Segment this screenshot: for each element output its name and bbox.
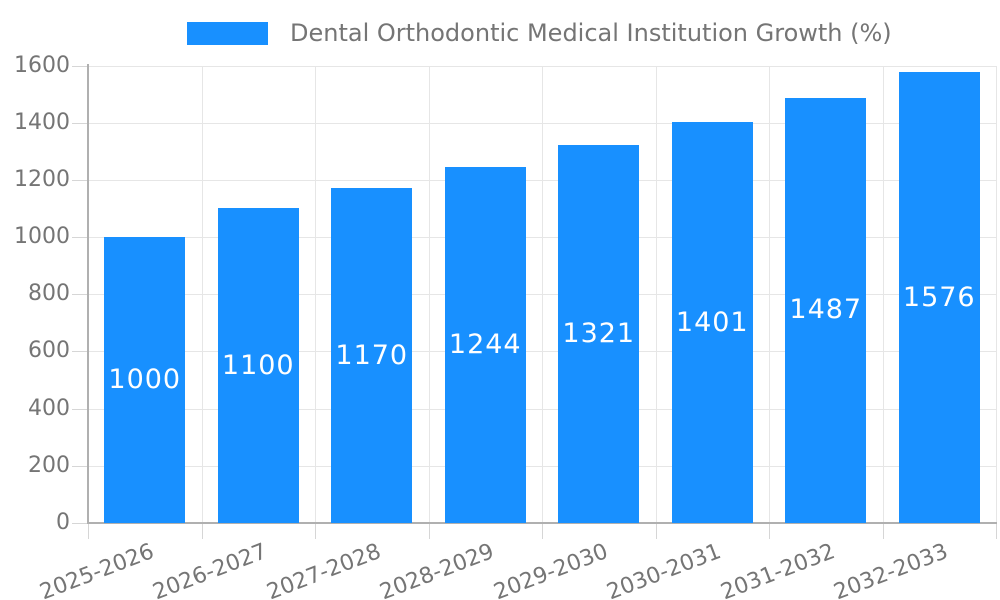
x-axis-tick [996, 523, 997, 539]
x-tick-label: 2027-2028 [263, 539, 385, 600]
y-axis-tick [72, 523, 88, 524]
x-axis-tick [88, 523, 89, 539]
x-axis-tick [201, 523, 203, 539]
bar-value-label: 1487 [789, 294, 863, 326]
y-axis-tick [72, 237, 88, 239]
y-tick-label: 0 [56, 510, 70, 535]
x-axis-tick [882, 523, 884, 539]
y-tick-label: 200 [28, 452, 70, 478]
v-gridline [428, 65, 430, 523]
y-tick-label: 800 [28, 281, 70, 307]
x-tick-label: 2031-2032 [717, 539, 839, 600]
x-tick-label: 2030-2031 [603, 539, 725, 600]
v-gridline [315, 65, 316, 523]
bar[interactable]: 1576 [898, 72, 980, 523]
bar-value-label: 1576 [902, 281, 976, 313]
bar[interactable]: 1487 [785, 97, 867, 523]
bar[interactable]: 1321 [558, 145, 640, 523]
legend-swatch-icon [187, 21, 268, 45]
bar-value-label: 1401 [675, 306, 749, 338]
legend-item[interactable]: Dental Orthodontic Medical Institution G… [187, 18, 892, 48]
y-tick-label: 400 [28, 395, 70, 421]
bar[interactable]: 1000 [104, 237, 186, 523]
v-gridline [882, 65, 884, 523]
x-tick-label: 2025-2026 [36, 539, 158, 600]
y-tick-label: 1400 [14, 109, 70, 135]
x-axis-tick [428, 523, 430, 539]
x-axis-tick [542, 523, 543, 539]
y-axis-tick [72, 122, 88, 124]
y-tick-label: 1000 [14, 224, 70, 250]
x-tick-label: 2028-2029 [376, 539, 498, 600]
legend-series-label: Dental Orthodontic Medical Institution G… [290, 19, 892, 47]
bar-value-label: 1000 [108, 364, 182, 396]
y-axis-tick [72, 179, 88, 181]
v-gridline [201, 65, 203, 523]
bar-value-label: 1170 [335, 339, 409, 371]
bar-value-label: 1321 [562, 318, 636, 350]
bar[interactable]: 1244 [444, 167, 526, 523]
x-axis-tick [769, 523, 770, 539]
v-gridline [542, 65, 543, 523]
y-tick-label: 1600 [14, 52, 70, 78]
bar-value-label: 1244 [448, 329, 522, 361]
y-axis-tick [72, 351, 88, 353]
x-axis-line [88, 522, 997, 524]
y-tick-label: 1200 [14, 166, 70, 192]
v-gridline [996, 65, 997, 523]
bar[interactable]: 1170 [331, 188, 413, 523]
y-axis-line [87, 64, 89, 524]
y-axis-tick [72, 65, 88, 67]
v-gridline [769, 65, 770, 523]
x-axis-tick [655, 523, 657, 539]
y-axis-tick [72, 465, 88, 467]
bar[interactable]: 1401 [671, 122, 753, 523]
v-gridline [655, 65, 657, 523]
y-axis-tick [72, 408, 88, 410]
x-axis-tick [315, 523, 316, 539]
y-tick-label: 600 [28, 338, 70, 364]
x-tick-label: 2026-2027 [149, 539, 271, 600]
x-tick-label: 2032-2033 [830, 539, 952, 600]
y-axis-tick [72, 294, 88, 296]
bar-value-label: 1100 [221, 349, 295, 381]
bar[interactable]: 1100 [217, 208, 299, 523]
x-tick-label: 2029-2030 [490, 539, 612, 600]
